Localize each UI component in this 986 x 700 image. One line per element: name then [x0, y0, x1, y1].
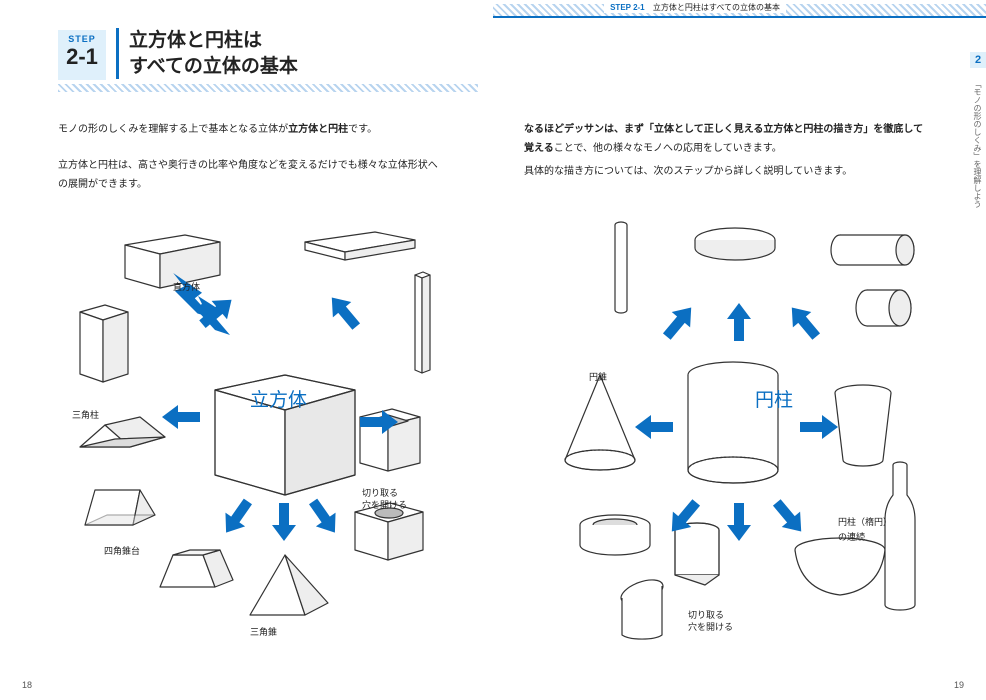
title-underline: [58, 84, 478, 92]
label-cone: 円錐: [589, 370, 607, 383]
label-hole2: 穴を開ける: [688, 620, 733, 633]
step-number: 2-1: [58, 46, 106, 68]
header-title: 立方体と円柱はすべての立体の基本: [653, 3, 780, 12]
page-number-right: 19: [954, 680, 964, 690]
cylinder-center-label: 円柱: [755, 385, 793, 412]
label-hole: 穴を開ける: [362, 498, 407, 511]
right-paragraph-1: なるほどデッサンは、まず「立体として正しく見える立方体と円柱の描き方」を徹底して…: [524, 120, 924, 158]
header-step: STEP 2-1: [610, 3, 645, 12]
step-word: STEP: [58, 34, 106, 44]
left-paragraph-2: 立方体と円柱は、高さや奥行きの比率や角度などを変えるだけでも様々な立体形状への展…: [58, 156, 438, 194]
section-tab: 2: [970, 52, 986, 68]
label-rect-solid: 直方体: [173, 280, 200, 293]
cylinder-arrows: [510, 210, 950, 670]
page-number-left: 18: [22, 680, 32, 690]
right-paragraph-2: 具体的な描き方については、次のステップから詳しく説明していきます。: [524, 162, 924, 181]
label-ellipse-cyl: 円柱（楕円）: [838, 515, 892, 528]
cube-arrows: [50, 210, 480, 670]
label-tri-prism: 三角柱: [72, 408, 99, 421]
label-continuous: の連続: [838, 530, 865, 543]
cube-center-label: 立方体: [250, 385, 307, 412]
label-frustum: 四角錐台: [104, 544, 140, 557]
label-tri-pyramid: 三角錐: [250, 625, 277, 638]
title-line2: すべての立体の基本: [129, 56, 298, 77]
title-line1: 立方体と円柱は: [129, 30, 262, 51]
side-label: 「モノの形のしくみ」を理解しよう: [972, 80, 983, 208]
left-paragraph-1: モノの形のしくみを理解する上で基本となる立体が立方体と円柱です。: [58, 120, 438, 139]
header-tab: STEP 2-1 立方体と円柱はすべての立体の基本: [604, 2, 786, 13]
step-box: STEP 2-1: [58, 30, 106, 80]
page-title: 立方体と円柱は すべての立体の基本: [116, 28, 298, 79]
